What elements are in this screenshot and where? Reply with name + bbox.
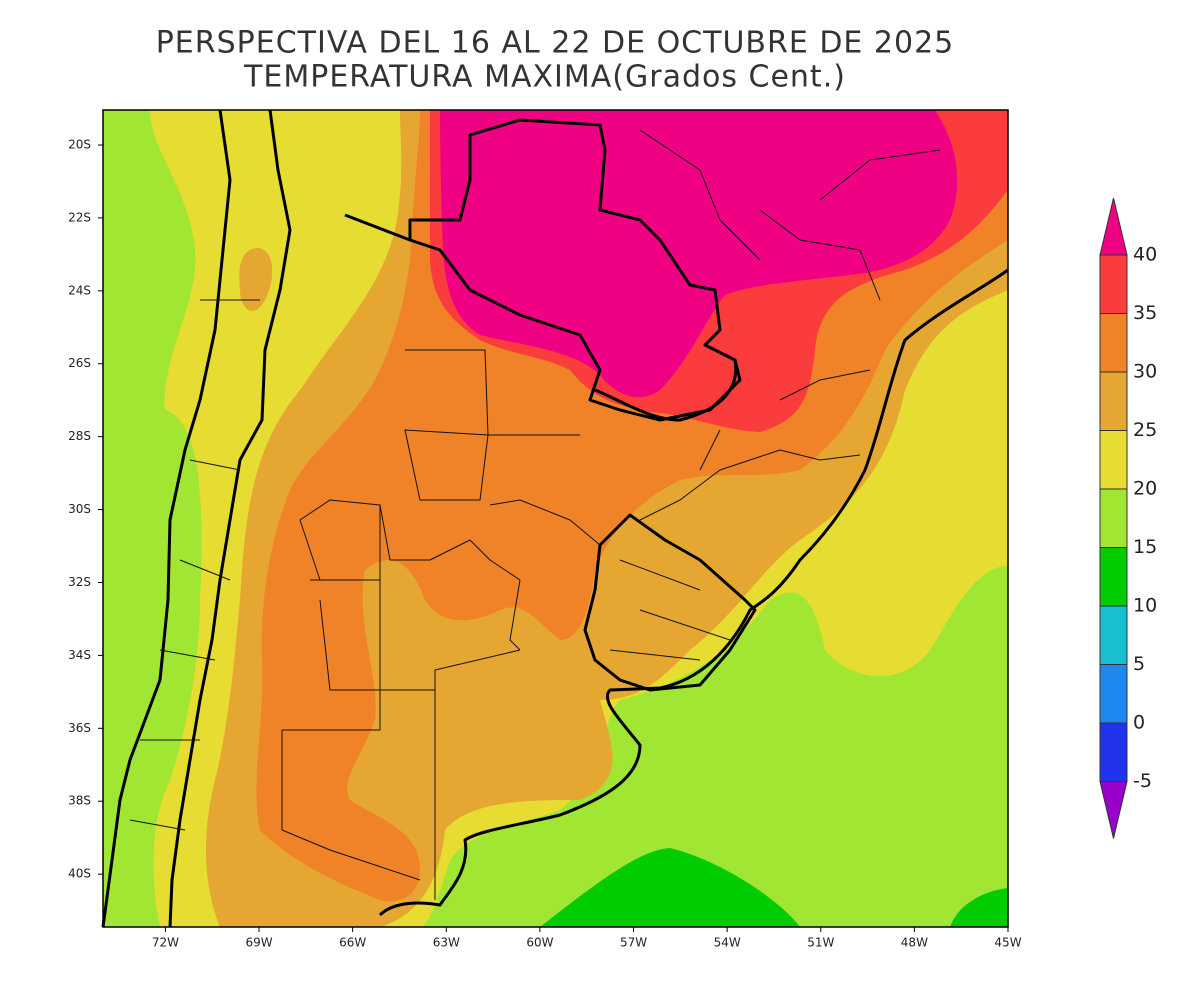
colorbar-box (1099, 664, 1128, 724)
colorbar-box (1099, 488, 1128, 548)
lon-label: 69W (245, 936, 272, 950)
colorbar-label: 40 (1133, 244, 1157, 266)
colorbar-label: 0 (1133, 712, 1145, 734)
colorbar-box (1099, 605, 1128, 665)
colorbar-label: 30 (1133, 361, 1157, 383)
lat-label: 24S (68, 283, 91, 297)
lat-label: 38S (68, 794, 91, 808)
lat-label: 26S (68, 356, 91, 370)
misiones-border (594, 359, 738, 422)
colorbar-box (1099, 371, 1128, 431)
paraguay-border (344, 118, 742, 422)
lon-label: 66W (339, 936, 366, 950)
lon-label: 48W (901, 936, 928, 950)
lat-label: 36S (68, 721, 91, 735)
temperature-field (103, 110, 1008, 927)
lat-label: 28S (68, 429, 91, 443)
chile-border (168, 109, 292, 928)
lon-label: 57W (620, 936, 647, 950)
colorbar-label: 20 (1133, 478, 1157, 500)
colorbar-cap (1099, 197, 1128, 256)
lon-label: 63W (433, 936, 460, 950)
lon-label: 51W (807, 936, 834, 950)
lat-label: 32S (68, 575, 91, 589)
colorbar-box (1099, 547, 1128, 607)
lon-label: 72W (152, 936, 179, 950)
lat-label: 22S (68, 210, 91, 224)
colorbar-label: 15 (1133, 536, 1157, 558)
lat-label: 20S (68, 137, 91, 151)
uruguay-border (583, 513, 757, 692)
colorbar-label: -5 (1133, 770, 1152, 792)
colorbar-box (1099, 430, 1128, 490)
lon-label: 54W (714, 936, 741, 950)
map-frame (102, 109, 1009, 928)
colorbar-label: 5 (1133, 653, 1145, 675)
lat-label: 34S (68, 648, 91, 662)
boundaries (101, 109, 1009, 928)
colorbar-label: 35 (1133, 302, 1157, 324)
colorbar-box (1099, 722, 1128, 782)
colorbar-label: 10 (1133, 595, 1157, 617)
pacific-coast (101, 109, 232, 928)
colorbar-box (1099, 313, 1128, 373)
province-lines (129, 129, 941, 900)
lat-label: 30S (68, 502, 91, 516)
lon-label: 45W (994, 936, 1021, 950)
colorbar-box (1099, 254, 1128, 314)
title-line: TEMPERATURA MAXIMA(Grados Cent.) (243, 60, 846, 95)
colorbar-label: 25 (1133, 419, 1157, 441)
atlantic-coast (378, 268, 1009, 917)
title-line: PERSPECTIVA DEL 16 AL 22 DE OCTUBRE DE 2… (156, 26, 955, 61)
colorbar-cap (1099, 781, 1128, 839)
lon-label: 60W (526, 936, 553, 950)
lat-label: 40S (68, 867, 91, 881)
